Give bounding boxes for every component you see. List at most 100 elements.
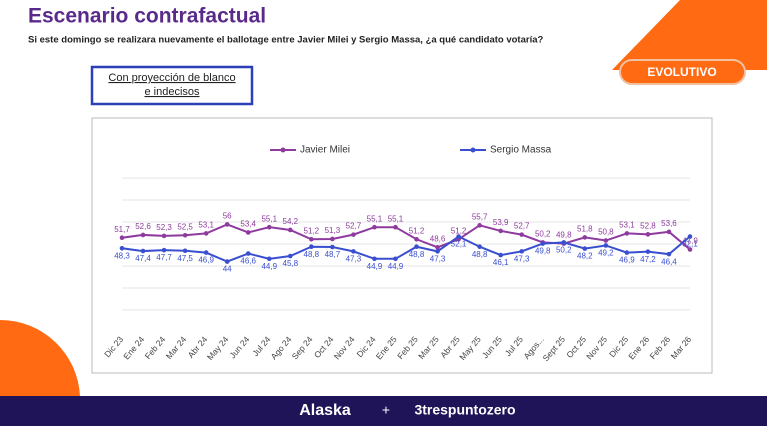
- marker: [435, 249, 440, 254]
- marker: [140, 232, 146, 238]
- marker: [603, 243, 609, 248]
- marker: [582, 235, 588, 240]
- legend-marker: [280, 147, 286, 153]
- marker: [687, 247, 693, 252]
- data-label: 56: [223, 212, 232, 221]
- marker: [498, 252, 503, 258]
- marker: [245, 230, 251, 235]
- marker: [561, 240, 567, 245]
- data-label: 49,2: [598, 249, 614, 258]
- series-line: [121, 235, 691, 263]
- brand: 3trespuntozero: [414, 402, 515, 418]
- data-label: 52,7: [514, 222, 530, 231]
- data-label: 52,1: [682, 240, 698, 249]
- marker: [393, 224, 398, 230]
- marker: [351, 249, 356, 254]
- marker: [309, 244, 314, 250]
- data-label: 48,2: [577, 252, 593, 261]
- data-label: 52,3: [156, 223, 172, 232]
- data-label: 54,2: [283, 217, 299, 226]
- marker: [624, 231, 630, 236]
- subtitle: Si este domingo se realizara nuevamente …: [28, 35, 543, 46]
- marker: [119, 235, 125, 241]
- legend-label: Sergio Massa: [490, 145, 552, 156]
- data-label: 46,1: [493, 258, 509, 267]
- data-label: 47,3: [430, 254, 446, 263]
- data-label: 51,2: [409, 226, 425, 235]
- marker: [224, 222, 230, 227]
- marker: [266, 256, 272, 262]
- marker: [203, 231, 209, 236]
- data-label: 51,3: [325, 226, 341, 235]
- data-label: 47,2: [640, 255, 656, 264]
- marker: [351, 232, 356, 237]
- data-label: 53,6: [661, 219, 677, 228]
- data-label: 48,8: [409, 250, 425, 259]
- legend-marker: [470, 147, 476, 153]
- data-label: 50,2: [556, 245, 572, 254]
- marker: [287, 227, 293, 233]
- marker: [245, 251, 251, 256]
- data-label: 46,4: [661, 257, 677, 266]
- button-label[interactable]: EVOLUTIVO: [647, 65, 716, 79]
- data-label: 46,6: [240, 257, 256, 266]
- marker: [161, 247, 167, 253]
- data-label: 48,8: [304, 250, 320, 259]
- data-label: 51,2: [451, 226, 467, 235]
- note: Con proyección de blanco e indecisos: [108, 72, 235, 98]
- data-label: 55,1: [388, 214, 404, 223]
- marker: [330, 236, 335, 242]
- marker: [309, 236, 314, 242]
- marker: [666, 229, 672, 235]
- data-label: 52,7: [346, 222, 362, 231]
- note-text: Con proyección de blanco: [108, 72, 235, 84]
- marker: [414, 244, 419, 250]
- data-label: 47,7: [156, 253, 172, 262]
- data-label: 48,3: [114, 251, 130, 260]
- data-label: 44,9: [388, 262, 404, 271]
- data-label: 46,9: [198, 256, 214, 265]
- legend-label: Javier Milei: [300, 145, 350, 156]
- marker: [603, 238, 609, 243]
- data-label: 51,8: [577, 225, 593, 234]
- data-label: 52,5: [177, 222, 193, 231]
- marker: [435, 245, 440, 250]
- data-label: 53,9: [493, 218, 509, 227]
- data-label: 50,2: [535, 229, 551, 238]
- marker: [666, 251, 672, 257]
- corner-shape: [612, 0, 767, 70]
- marker: [140, 248, 146, 254]
- data-label: 51,7: [114, 225, 130, 234]
- data-label: 45,8: [283, 259, 299, 268]
- marker: [456, 234, 461, 239]
- marker: [203, 250, 209, 255]
- data-label: 48,8: [472, 250, 488, 259]
- data-label: 51,2: [304, 226, 320, 235]
- note-text: e indecisos: [144, 86, 200, 98]
- data-label: 55,7: [472, 212, 488, 221]
- plus: +: [382, 402, 390, 418]
- data-label: 55,1: [367, 214, 383, 223]
- marker: [540, 241, 546, 246]
- data-label: 47,9: [682, 237, 698, 246]
- data-label: 44,9: [261, 262, 277, 271]
- marker: [393, 256, 398, 262]
- data-label: 55,1: [261, 214, 277, 223]
- corner-shape: [0, 319, 80, 396]
- data-label: 48,7: [325, 250, 341, 259]
- data-label: 53,1: [198, 220, 214, 229]
- marker: [687, 234, 693, 239]
- series-line: [121, 223, 691, 251]
- evolutivo-button[interactable]: [619, 59, 746, 85]
- data-label: 53,4: [240, 220, 256, 229]
- marker: [624, 250, 630, 255]
- data-label: 52,6: [135, 222, 151, 231]
- data-label: 47,5: [177, 254, 193, 263]
- data-label: 49,8: [535, 247, 551, 256]
- title: Escenario contrafactual: [28, 5, 266, 28]
- brand: Alaska: [299, 402, 351, 419]
- marker: [519, 249, 525, 254]
- marker: [119, 245, 125, 251]
